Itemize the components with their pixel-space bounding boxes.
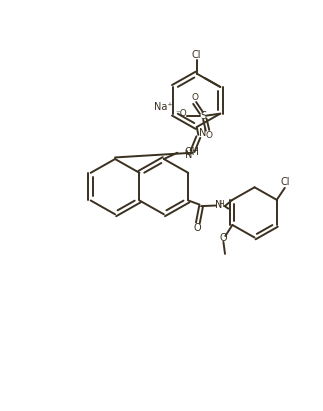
Text: Cl: Cl <box>281 177 290 187</box>
Text: ⁻O: ⁻O <box>175 109 187 118</box>
Text: Cl: Cl <box>192 51 202 60</box>
Text: O: O <box>191 93 198 102</box>
Text: S: S <box>201 111 207 121</box>
Text: N: N <box>215 200 222 210</box>
Text: O: O <box>193 223 201 233</box>
Text: Na⁺: Na⁺ <box>154 102 172 112</box>
Text: OH: OH <box>185 147 200 157</box>
Text: N: N <box>185 150 192 160</box>
Text: O: O <box>205 131 213 140</box>
Text: O: O <box>220 233 227 243</box>
Text: N: N <box>199 128 206 138</box>
Text: H: H <box>219 200 224 209</box>
